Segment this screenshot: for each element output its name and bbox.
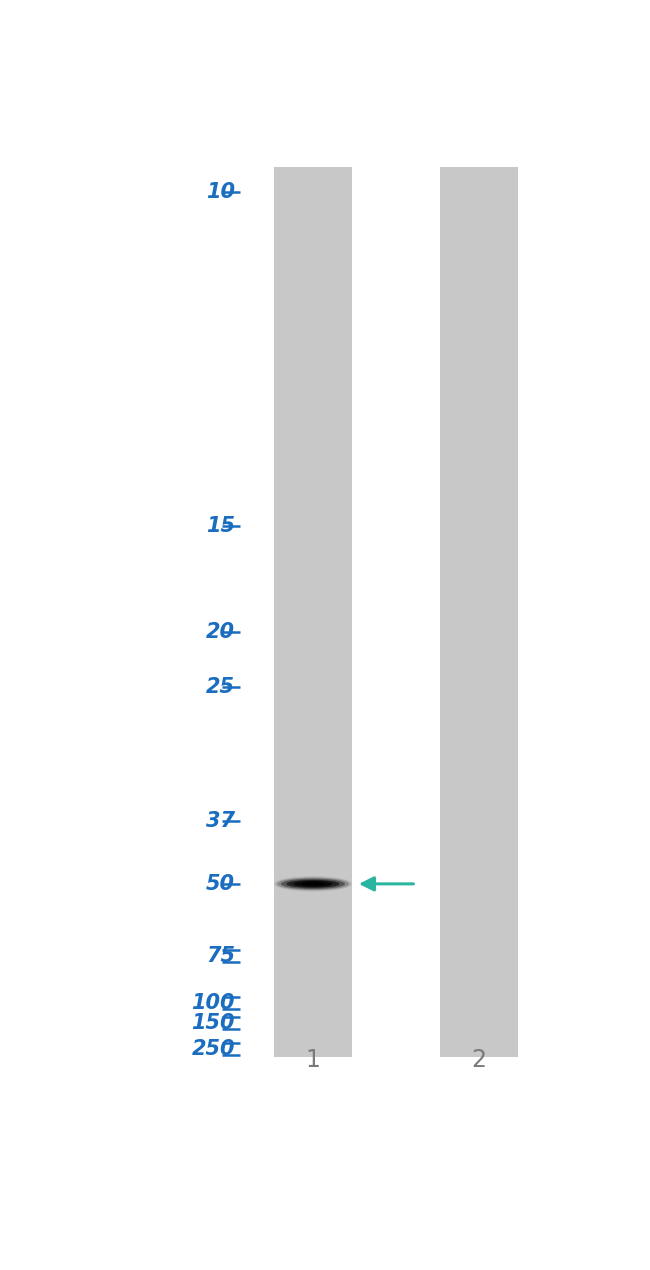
Text: 150: 150 xyxy=(191,1012,235,1033)
Text: 10: 10 xyxy=(206,182,235,202)
Text: 1: 1 xyxy=(306,1048,320,1072)
Text: 37: 37 xyxy=(206,812,235,832)
Ellipse shape xyxy=(274,876,352,892)
Text: 75: 75 xyxy=(206,946,235,966)
Text: 2: 2 xyxy=(472,1048,487,1072)
Text: 250: 250 xyxy=(191,1039,235,1059)
Ellipse shape xyxy=(293,881,333,886)
Ellipse shape xyxy=(275,876,351,892)
Ellipse shape xyxy=(287,880,339,888)
Text: 50: 50 xyxy=(206,874,235,894)
Ellipse shape xyxy=(281,879,345,889)
Ellipse shape xyxy=(277,878,349,890)
Bar xyxy=(440,168,518,1057)
Text: 100: 100 xyxy=(191,993,235,1013)
Text: 15: 15 xyxy=(206,516,235,536)
Text: 20: 20 xyxy=(206,621,235,641)
Text: 25: 25 xyxy=(206,677,235,697)
Bar xyxy=(274,168,352,1057)
Ellipse shape xyxy=(301,881,325,886)
